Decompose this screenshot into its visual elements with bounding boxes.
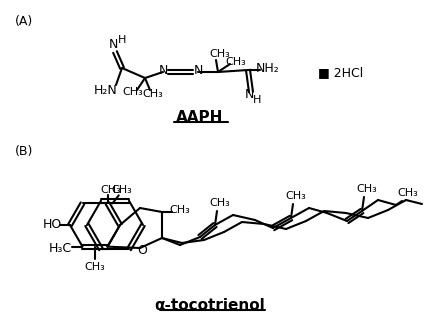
Text: CH₃: CH₃	[398, 188, 418, 198]
Text: CH₃: CH₃	[210, 198, 230, 208]
Text: N: N	[244, 89, 254, 102]
Text: CH₃: CH₃	[112, 185, 132, 195]
Text: (A): (A)	[15, 15, 33, 28]
Text: AAPH: AAPH	[177, 111, 224, 125]
Text: N: N	[158, 63, 168, 77]
Text: CH₃: CH₃	[123, 87, 143, 97]
Text: α-tocotrienol: α-tocotrienol	[155, 297, 265, 313]
Text: CH₃: CH₃	[85, 262, 105, 272]
Text: NH₂: NH₂	[256, 62, 280, 74]
Text: HO: HO	[43, 218, 62, 232]
Text: CH₃: CH₃	[357, 184, 377, 194]
Text: CH₃: CH₃	[100, 185, 121, 195]
Text: H₃C: H₃C	[49, 242, 72, 255]
Text: CH₃: CH₃	[170, 205, 190, 215]
Text: CH₃: CH₃	[210, 49, 230, 59]
Text: H₂N: H₂N	[94, 84, 118, 96]
Text: ■ 2HCl: ■ 2HCl	[318, 66, 363, 80]
Text: N: N	[194, 63, 202, 77]
Text: N: N	[108, 38, 118, 50]
Text: (B): (B)	[15, 145, 33, 158]
Text: H: H	[253, 95, 261, 105]
Text: H: H	[118, 35, 126, 45]
Text: CH₃: CH₃	[286, 191, 306, 201]
Text: CH₃: CH₃	[226, 57, 246, 67]
Text: CH₃: CH₃	[142, 89, 164, 99]
Text: O: O	[137, 244, 147, 258]
